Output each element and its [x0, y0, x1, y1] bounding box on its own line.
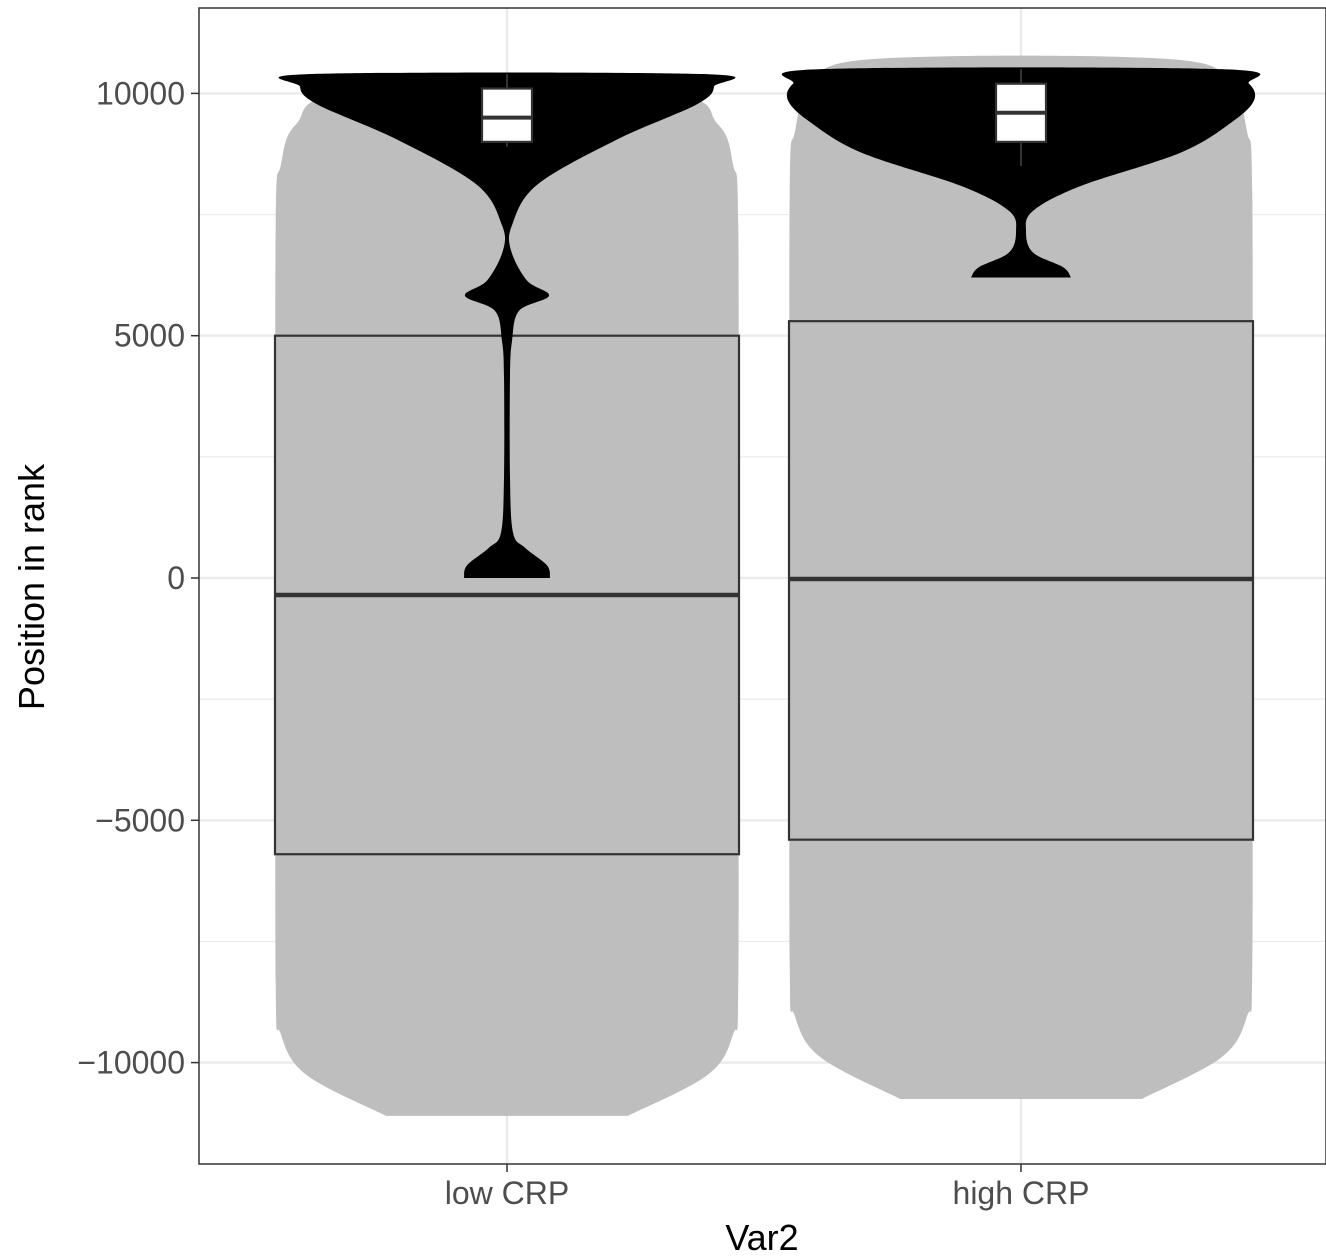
plot-area: [273, 55, 1261, 1116]
x-tick-label: high CRP: [953, 1175, 1090, 1211]
x-axis-title: Var2: [725, 1217, 798, 1256]
y-tick-label: −5000: [95, 802, 185, 838]
foreground-violin: [278, 72, 736, 579]
y-tick-label: 5000: [114, 318, 185, 354]
y-tick-label: 10000: [96, 75, 185, 111]
y-tick-label: 0: [167, 560, 185, 596]
y-tick-label: −10000: [77, 1045, 185, 1081]
axes: 10000 5000 0 −5000 −10000 low CRP high CRP: [77, 75, 1089, 1211]
x-tick-label: low CRP: [445, 1175, 569, 1211]
y-axis-title: Position in rank: [11, 463, 52, 710]
foreground-box: [480, 87, 534, 143]
foreground-violin: [781, 67, 1261, 278]
panel-border: [198, 7, 1326, 1165]
background-violin: [275, 89, 739, 1116]
